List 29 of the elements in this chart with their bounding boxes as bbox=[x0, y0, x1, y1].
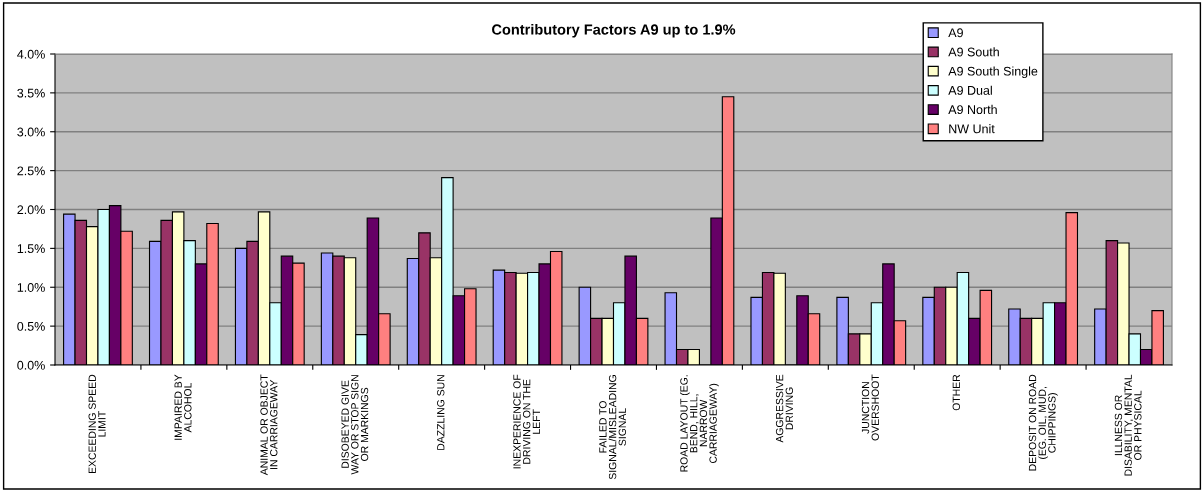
legend-label: A9 South bbox=[948, 47, 999, 57]
x-tick-label: DEPOSIT ON ROAD (EG. OIL, MUD, CHIPPINGS) bbox=[1028, 374, 1058, 471]
y-tick-label: 0.5% bbox=[17, 321, 45, 331]
x-tick-label: IMPAIRED BY ALCOHOL bbox=[174, 374, 192, 440]
x-tick-label: JUNCTION OVERSHOOT bbox=[861, 374, 879, 441]
y-tick-label: 2.0% bbox=[17, 205, 45, 215]
x-tick-label: OTHER bbox=[952, 374, 960, 411]
x-tick-label: FAILED TO SIGNAL/MISLEADING SIGNAL bbox=[599, 375, 627, 480]
y-tick-label: 2.5% bbox=[17, 166, 45, 176]
x-tick-label: ILLNESS OR DISABILITY, MENTAL OR PHYSICAL bbox=[1114, 374, 1142, 476]
legend-label: A9 bbox=[948, 28, 963, 38]
y-tick-label: 3.0% bbox=[17, 127, 45, 137]
y-tick-label: 4.0% bbox=[17, 49, 45, 59]
legend-label: NW Unit bbox=[949, 124, 995, 134]
legend-label: A9 Dual bbox=[948, 85, 992, 95]
y-tick-label: 3.5% bbox=[17, 88, 45, 98]
legend-label: A9 South Single bbox=[948, 66, 1038, 79]
y-tick-label: 0.0% bbox=[17, 360, 45, 370]
x-tick-label: DAZZLING SUN bbox=[437, 375, 445, 450]
x-tick-label: AGGRESSIVE DRIVING bbox=[775, 374, 793, 443]
x-tick-label: DISOBEYED GIVE WAY OR STOP SIGN OR MARKINGS bbox=[341, 375, 369, 475]
y-tick-label: 1.0% bbox=[17, 283, 45, 292]
chart-title: Contributory Factors A9 up to 1.9% bbox=[492, 23, 736, 38]
y-tick-label: 1.5% bbox=[17, 244, 45, 254]
x-tick-label: INEXPERIENCE OF DRIVING ON THE LEFT bbox=[513, 374, 540, 469]
x-tick-label: ROAD LAYOUT (EG. BEND, HILL, NARROW CARRIAGEWAY) bbox=[680, 375, 719, 472]
x-tick-label: ANIMAL OR OBJECT IN CARRIAGEWAY bbox=[260, 374, 278, 476]
x-tick-label: EXCEEDING SPEED LIMIT bbox=[88, 374, 106, 474]
legend-label: A9 North bbox=[948, 104, 997, 115]
